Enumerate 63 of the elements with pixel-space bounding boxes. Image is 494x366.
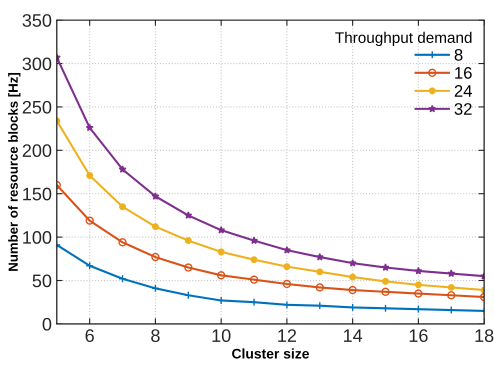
point: [250, 275, 258, 284]
point: [118, 238, 127, 246]
point: [316, 252, 324, 261]
point: [86, 124, 94, 132]
y-tick-label: 300: [22, 57, 52, 70]
legend-label: 32: [454, 103, 472, 115]
x-tick-label: 6: [86, 329, 94, 342]
point: [414, 289, 423, 298]
y-tick-label: 350: [22, 14, 52, 27]
x-tick-label: 16: [410, 329, 428, 342]
x-tick-label: 8: [151, 329, 160, 342]
point: [118, 165, 127, 173]
legend-title: Throughput demand: [335, 32, 472, 46]
x-tick-label: 18: [475, 329, 494, 342]
point: [348, 258, 357, 267]
point: [118, 274, 127, 283]
y-tick-label: 50: [32, 274, 52, 288]
x-tick-label: 10: [212, 329, 230, 342]
point: [316, 283, 324, 292]
point: [152, 223, 159, 230]
y-tick-label: 100: [23, 231, 52, 244]
point: [349, 274, 356, 281]
point: [86, 216, 94, 225]
point: [381, 288, 390, 296]
point: [282, 280, 292, 288]
point: [414, 266, 422, 274]
point: [86, 172, 94, 179]
y-tick-label: 200: [22, 144, 52, 158]
point: [447, 269, 456, 278]
point: [151, 284, 160, 292]
y-tick-label: 0: [42, 318, 52, 331]
legend-label: 16: [455, 67, 472, 79]
legend-label: 24: [454, 85, 472, 97]
point: [184, 237, 192, 244]
legend-label: 8: [454, 48, 462, 61]
point: [382, 278, 389, 285]
point: [86, 262, 94, 270]
point: [218, 248, 225, 256]
point: [250, 256, 258, 264]
point: [283, 263, 290, 270]
point: [447, 291, 456, 300]
point: [448, 284, 455, 291]
point: [316, 268, 324, 276]
point: [348, 286, 357, 294]
x-tick-label: 14: [344, 329, 362, 342]
point: [216, 296, 226, 305]
y-tick-label: 250: [22, 100, 52, 114]
point: [184, 211, 192, 219]
point: [151, 252, 160, 262]
point: [382, 263, 390, 271]
point: [184, 291, 192, 300]
y-axis-title: Number of resource blocks [Hz]: [8, 73, 20, 271]
point: [414, 281, 422, 288]
point: [282, 246, 291, 254]
x-tick-label: 12: [278, 329, 296, 342]
point: [250, 236, 258, 244]
point: [217, 226, 226, 234]
x-axis-title: Cluster size: [232, 348, 309, 359]
y-tick-label: 150: [23, 188, 52, 200]
point: [184, 263, 192, 272]
point: [151, 192, 160, 200]
point: [119, 203, 126, 210]
point: [216, 271, 226, 280]
